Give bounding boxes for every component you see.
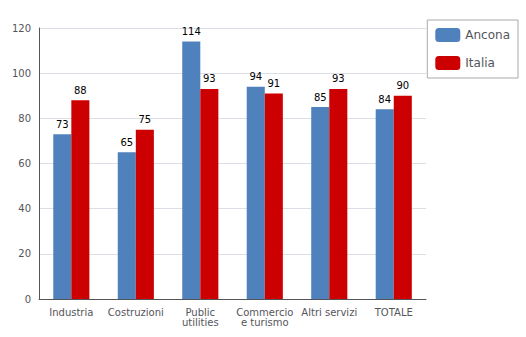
svg-text:20: 20 <box>18 248 31 259</box>
svg-text:75: 75 <box>138 114 151 125</box>
svg-text:114: 114 <box>182 26 201 37</box>
svg-text:93: 93 <box>203 73 216 84</box>
svg-text:Public: Public <box>185 306 216 318</box>
svg-text:Industria: Industria <box>49 307 93 318</box>
svg-text:TOTALE: TOTALE <box>374 307 413 318</box>
svg-text:Altri servizi: Altri servizi <box>301 307 357 318</box>
svg-text:85: 85 <box>314 92 327 103</box>
svg-text:60: 60 <box>18 158 31 169</box>
svg-text:Ancona: Ancona <box>465 28 510 42</box>
svg-text:Italia: Italia <box>465 56 495 70</box>
svg-text:120: 120 <box>12 23 31 34</box>
svg-text:0: 0 <box>25 294 31 305</box>
svg-text:93: 93 <box>332 73 345 84</box>
svg-text:Commercio: Commercio <box>236 306 294 318</box>
svg-text:91: 91 <box>267 78 280 89</box>
svg-text:65: 65 <box>120 137 133 148</box>
svg-text:73: 73 <box>56 119 69 130</box>
svg-text:40: 40 <box>18 203 31 214</box>
svg-text:80: 80 <box>18 113 31 124</box>
svg-text:90: 90 <box>396 80 409 91</box>
svg-text:100: 100 <box>12 68 31 79</box>
svg-text:94: 94 <box>249 71 262 82</box>
svg-text:utilities: utilities <box>182 317 219 328</box>
svg-text:e turismo: e turismo <box>241 317 289 328</box>
svg-text:Costruzioni: Costruzioni <box>108 307 164 318</box>
svg-text:88: 88 <box>74 85 87 96</box>
svg-text:84: 84 <box>378 94 391 105</box>
